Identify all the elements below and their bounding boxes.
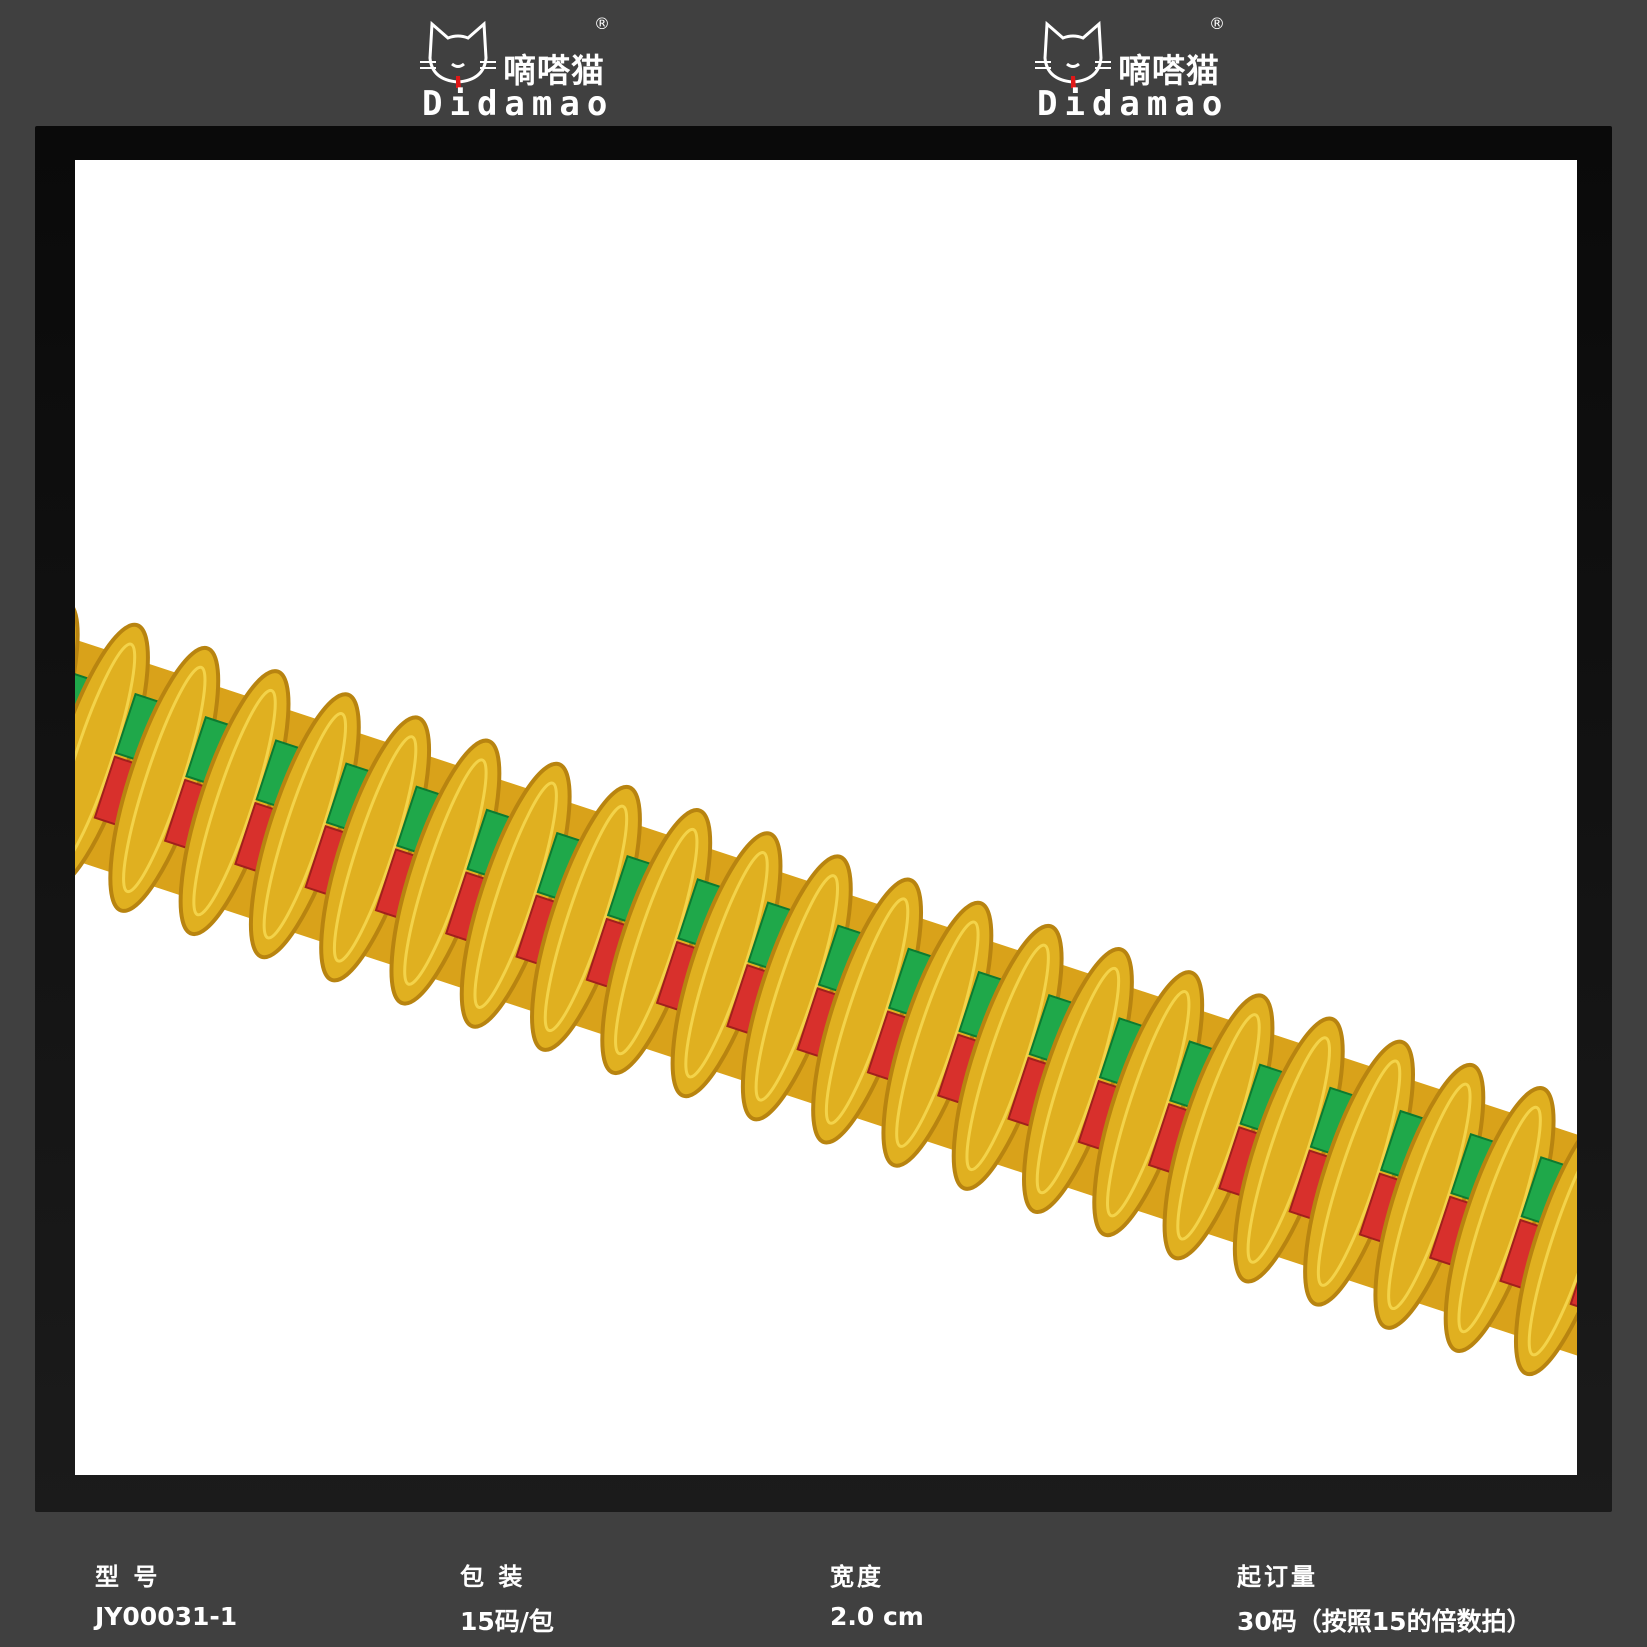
spec-label: 型 号 (95, 1563, 161, 1591)
braid-loop-highlight (684, 851, 769, 1079)
brand-name-en: Didamao (1037, 84, 1230, 124)
braid-loop-highlight (75, 642, 137, 870)
braid-loop-highlight (1316, 1059, 1402, 1287)
spec-width: 宽度 2.0 cm (830, 1557, 924, 1631)
spec-label: 包 装 (460, 1563, 526, 1591)
braid-loop-highlight (403, 758, 488, 986)
cat-logo-icon (1035, 20, 1111, 88)
braid-loop-highlight (1035, 966, 1121, 1195)
cat-logo-icon (420, 20, 496, 88)
spec-value: 15码/包 (460, 1607, 554, 1636)
spec-value: 30码（按照15的倍数拍） (1237, 1607, 1532, 1636)
braid-trim-image (75, 599, 1577, 1377)
braid-loop-highlight (1387, 1082, 1472, 1311)
braid-loop-highlight (543, 804, 629, 1033)
brand-name-en: Didamao (422, 84, 615, 124)
spec-model: 型 号 JY00031-1 (95, 1557, 237, 1631)
registered-mark: ® (1209, 14, 1225, 33)
brand-logo-left: 嘀嗒猫 Didamao ® (418, 14, 618, 124)
brand-name-cn: 嘀嗒猫 (1118, 51, 1220, 90)
braid-band (75, 599, 1577, 1377)
braid-loop-highlight (1106, 989, 1191, 1218)
braid-loop-highlight (262, 712, 348, 940)
braid-loop (1513, 1109, 1577, 1377)
braid-loop-highlight (332, 735, 418, 963)
braid-loop-highlight (1527, 1128, 1577, 1357)
spec-value: 2.0 cm (830, 1602, 924, 1631)
braid-loop-highlight (1457, 1105, 1542, 1334)
product-photo (75, 160, 1577, 1475)
spec-label: 起订量 (1237, 1563, 1318, 1591)
spec-packaging: 包 装 15码/包 (460, 1557, 554, 1638)
brand-logo-right: 嘀嗒猫 Didamao ® (1033, 14, 1233, 124)
brand-name-cn: 嘀嗒猫 (503, 51, 605, 90)
registered-mark: ® (594, 14, 610, 33)
spec-label: 宽度 (830, 1563, 884, 1591)
braid-loop-highlight (824, 897, 910, 1125)
braid-loop-highlight (754, 874, 840, 1102)
spec-value: JY00031-1 (95, 1602, 238, 1631)
spec-moq: 起订量 30码（按照15的倍数拍） (1237, 1557, 1532, 1638)
braid-loop-highlight (122, 665, 207, 894)
braid-loop-highlight (965, 943, 1050, 1172)
braid-loop-highlight (895, 920, 980, 1148)
braid-loop-highlight (1176, 1013, 1261, 1241)
